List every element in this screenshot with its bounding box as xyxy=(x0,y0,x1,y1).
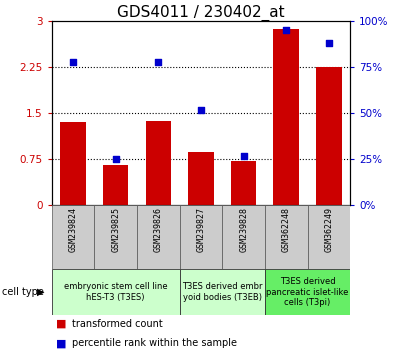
Point xyxy=(240,153,247,159)
Text: GSM239827: GSM239827 xyxy=(197,207,205,252)
Point xyxy=(198,107,204,113)
Bar xyxy=(188,152,214,205)
Bar xyxy=(316,67,342,205)
Point xyxy=(326,40,332,46)
Bar xyxy=(265,269,350,315)
Bar xyxy=(265,205,308,269)
Bar xyxy=(52,205,94,269)
Text: GSM239828: GSM239828 xyxy=(239,207,248,252)
Text: cell type: cell type xyxy=(2,287,44,297)
Text: GSM239826: GSM239826 xyxy=(154,207,163,252)
Text: embryonic stem cell line
hES-T3 (T3ES): embryonic stem cell line hES-T3 (T3ES) xyxy=(64,282,168,302)
Bar xyxy=(146,121,171,205)
Bar xyxy=(273,29,299,205)
Text: T3ES derived
pancreatic islet-like
cells (T3pi): T3ES derived pancreatic islet-like cells… xyxy=(266,277,349,307)
Text: ■: ■ xyxy=(56,319,66,329)
Title: GDS4011 / 230402_at: GDS4011 / 230402_at xyxy=(117,5,285,21)
Bar xyxy=(137,205,179,269)
Bar xyxy=(94,205,137,269)
Text: GSM239825: GSM239825 xyxy=(111,207,120,252)
Point xyxy=(113,156,119,162)
Text: T3ES derived embr
yoid bodies (T3EB): T3ES derived embr yoid bodies (T3EB) xyxy=(182,282,263,302)
Bar xyxy=(103,165,129,205)
Text: GSM362248: GSM362248 xyxy=(282,207,291,252)
Bar xyxy=(179,269,265,315)
Point xyxy=(155,59,162,64)
Text: percentile rank within the sample: percentile rank within the sample xyxy=(72,338,237,348)
Bar xyxy=(222,205,265,269)
Bar xyxy=(52,269,179,315)
Bar xyxy=(60,122,86,205)
Bar xyxy=(308,205,350,269)
Text: GSM239824: GSM239824 xyxy=(68,207,78,252)
Text: GSM362249: GSM362249 xyxy=(324,207,334,252)
Text: ■: ■ xyxy=(56,338,66,348)
Text: ▶: ▶ xyxy=(37,287,45,297)
Bar xyxy=(179,205,222,269)
Text: transformed count: transformed count xyxy=(72,319,162,329)
Point xyxy=(70,59,76,64)
Point xyxy=(283,28,289,33)
Bar xyxy=(231,160,256,205)
